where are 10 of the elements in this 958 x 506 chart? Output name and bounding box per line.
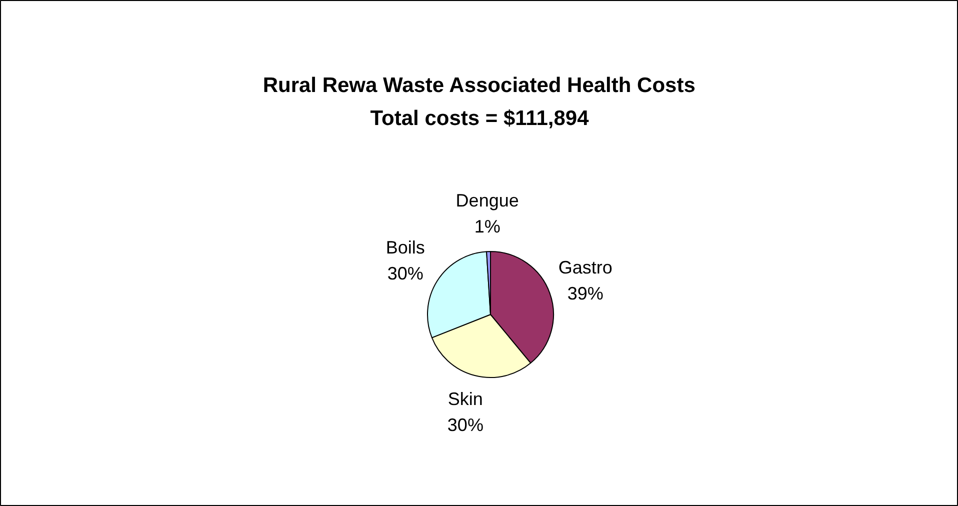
- chart-title: Rural Rewa Waste Associated Health Costs: [262, 74, 696, 97]
- slice-label: Skin: [448, 389, 483, 410]
- chart-subtitle: Total costs = $111,894: [370, 107, 590, 130]
- data-label: 30%: [387, 263, 424, 284]
- data-label: 39%: [567, 283, 604, 304]
- data-label: 1%: [474, 216, 500, 237]
- data-label: 30%: [447, 415, 484, 436]
- slice-label: Dengue: [456, 190, 519, 211]
- slice-label: Boils: [386, 237, 425, 258]
- slice-label: Gastro: [558, 257, 612, 278]
